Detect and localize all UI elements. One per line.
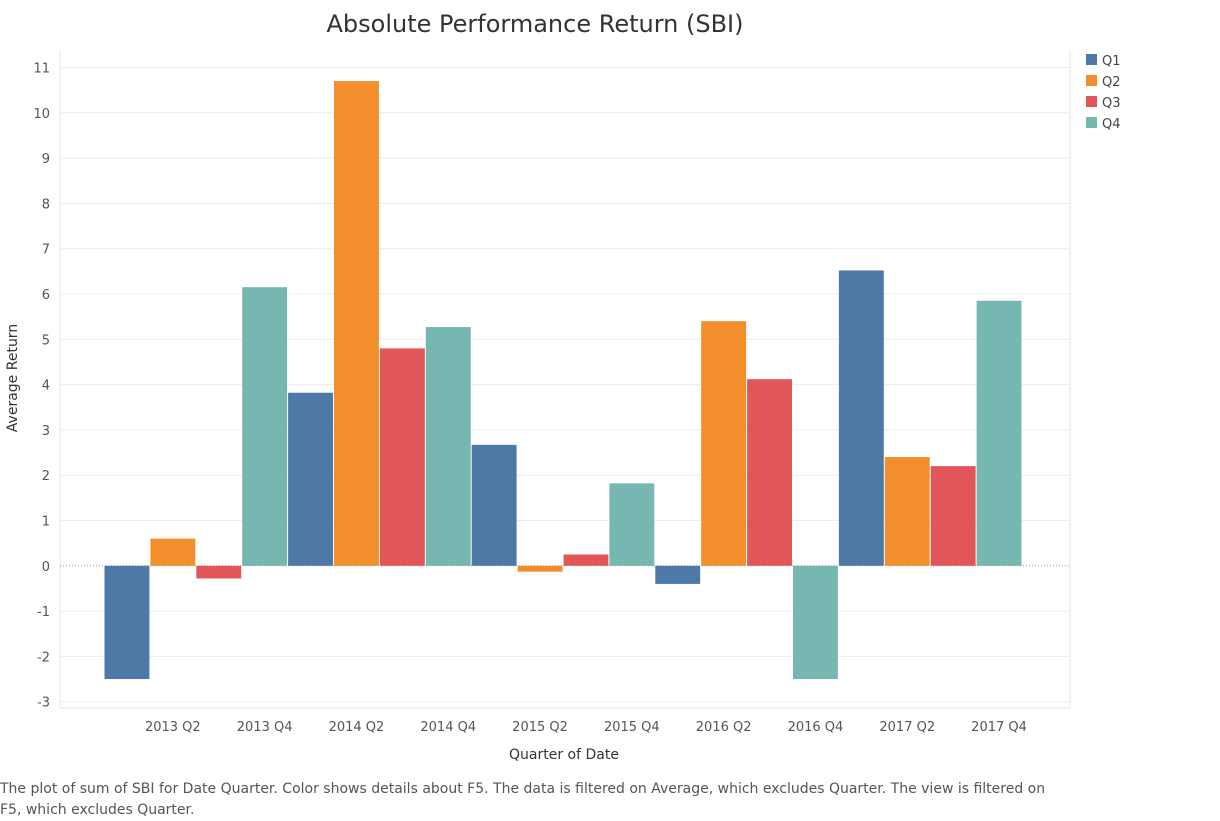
legend-label: Q1 [1102,54,1121,69]
x-tick-label: 2016 Q2 [696,720,752,735]
y-axis-title: Average Return [5,324,21,432]
y-tick-label: 2 [42,469,50,484]
bar [242,287,288,566]
chart-title: Absolute Performance Return (SBI) [326,10,743,38]
x-tick-label: 2013 Q4 [237,720,293,735]
legend-swatch [1086,96,1097,107]
x-tick-label: 2015 Q4 [604,720,660,735]
chart: Absolute Performance Return (SBI) 111098… [5,10,1121,763]
y-tick-label: 4 [42,379,50,394]
y-tick-label: 3 [42,424,50,439]
bar [425,327,471,566]
y-tick-label: 5 [42,333,50,348]
bar [334,81,379,566]
chart-caption: The plot of sum of SBI for Date Quarter.… [0,781,1046,818]
bar [701,321,747,566]
bar [884,457,930,566]
legend-swatch [1086,75,1097,86]
bar [471,444,517,566]
legend-swatch [1086,54,1097,65]
y-tick-label: 7 [42,243,50,258]
y-tick-label: 9 [42,152,50,167]
bar [150,538,196,566]
bar [517,565,563,572]
bar [288,392,333,566]
bar [838,270,884,566]
bar [609,483,655,566]
x-tick-label: 2014 Q4 [420,720,476,735]
bar [104,565,150,680]
x-tick-label: 2015 Q2 [512,720,568,735]
bars [104,81,1022,680]
y-tick-label: -3 [37,696,50,711]
legend-label: Q3 [1102,96,1121,111]
x-axis-ticks: 2013 Q2 2013 Q4 2014 Q2 2014 Q4 2015 Q2 2015 … [145,720,1027,735]
y-tick-label: 6 [42,288,50,303]
y-tick-label: 8 [42,197,50,212]
bar [379,348,425,566]
bar [930,466,976,566]
x-tick-label: 2016 Q4 [788,720,844,735]
y-tick-label: -2 [37,650,50,665]
y-tick-label: 11 [33,62,50,77]
y-tick-label: 0 [42,560,50,575]
legend-swatch [1086,117,1097,128]
x-tick-label: 2013 Q2 [145,720,201,735]
x-tick-label: 2017 Q2 [879,720,935,735]
bar [747,379,792,566]
bar [196,565,242,579]
bar [655,565,701,584]
x-axis-title: Quarter of Date [509,747,619,763]
gridlines [59,50,1071,709]
x-tick-label: 2014 Q2 [329,720,385,735]
legend-label: Q4 [1102,117,1121,132]
bar [976,300,1022,566]
bar [563,554,609,566]
y-tick-label: 10 [33,107,50,122]
x-tick-label: 2017 Q4 [971,720,1027,735]
bar [793,565,838,680]
legend: Q1 Q2 Q3 Q4 [1086,54,1121,132]
legend-label: Q2 [1102,75,1121,90]
y-tick-label: 1 [42,515,50,530]
y-tick-label: -1 [37,605,50,620]
